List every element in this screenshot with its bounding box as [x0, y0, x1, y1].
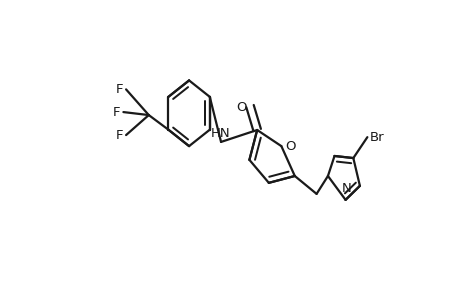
- Text: N: N: [341, 182, 351, 195]
- Text: F: F: [112, 106, 120, 118]
- Text: F: F: [115, 83, 123, 96]
- Text: F: F: [115, 129, 123, 142]
- Text: O: O: [284, 140, 295, 153]
- Text: O: O: [236, 101, 246, 114]
- Text: HN: HN: [211, 127, 230, 140]
- Text: Br: Br: [369, 131, 384, 144]
